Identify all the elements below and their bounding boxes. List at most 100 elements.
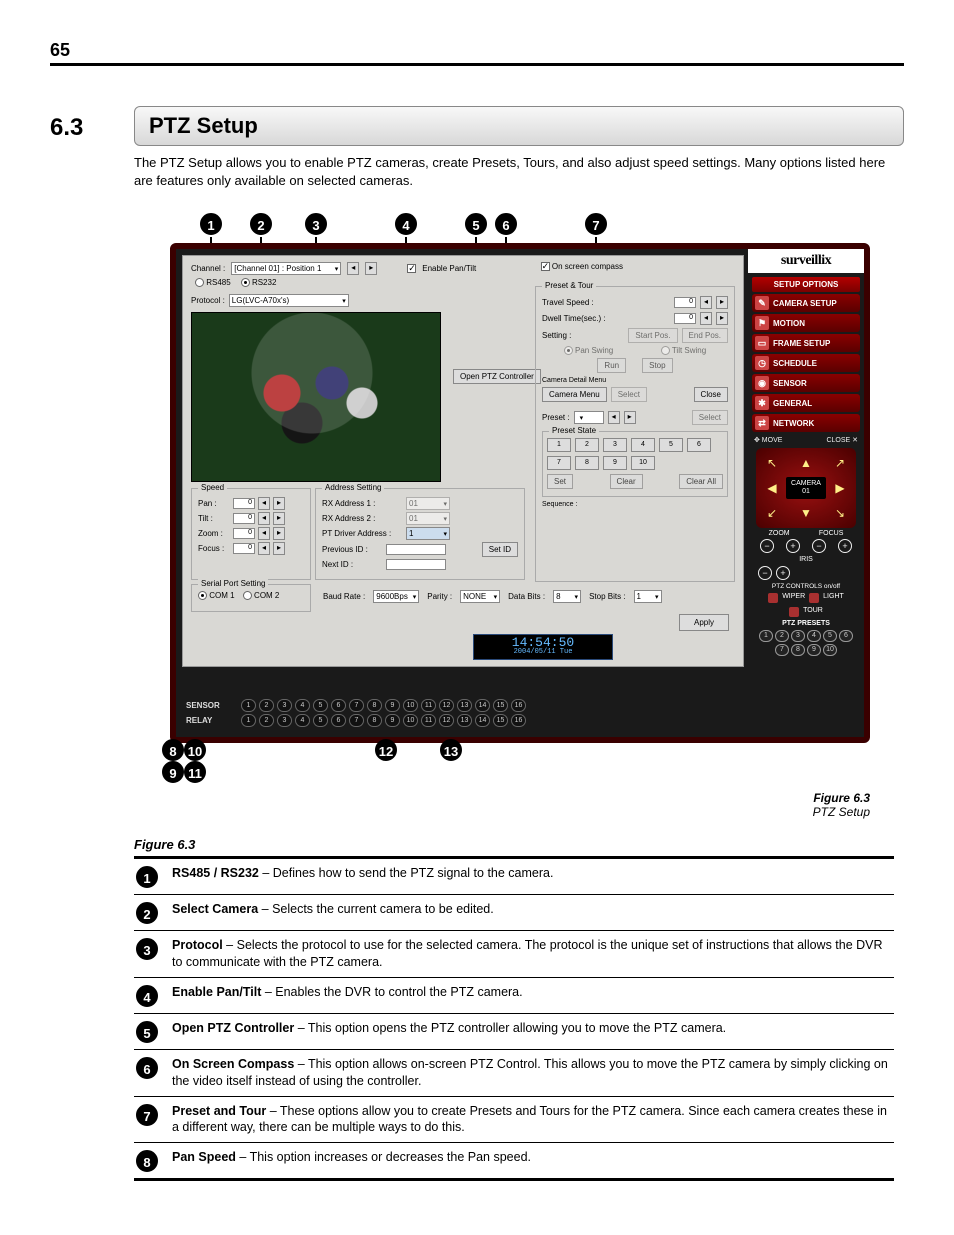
travel-dec[interactable]: ◂ — [700, 296, 712, 309]
sensor-indicator-5[interactable]: 5 — [313, 699, 328, 712]
light-toggle[interactable] — [809, 593, 819, 603]
sensor-indicator-7[interactable]: 7 — [349, 699, 364, 712]
sensor-indicator-8[interactable]: 8 — [367, 699, 382, 712]
zoom-inc[interactable]: ▸ — [273, 527, 285, 540]
setid-button[interactable]: Set ID — [482, 542, 518, 557]
relay-indicator-9[interactable]: 9 — [385, 714, 400, 727]
tiltswing-radio[interactable] — [661, 346, 670, 355]
rs485-radio[interactable] — [195, 278, 204, 287]
preset-state-6[interactable]: 6 — [687, 438, 711, 452]
ptz-w[interactable]: ◀ — [767, 481, 776, 495]
channel-prev[interactable]: ◂ — [347, 262, 359, 275]
relay-indicator-8[interactable]: 8 — [367, 714, 382, 727]
sensor-indicator-10[interactable]: 10 — [403, 699, 418, 712]
preset-state-2[interactable]: 2 — [575, 438, 599, 452]
zoom-out[interactable]: − — [760, 539, 774, 553]
relay-indicator-16[interactable]: 16 — [511, 714, 526, 727]
sensor-indicator-4[interactable]: 4 — [295, 699, 310, 712]
relay-indicator-6[interactable]: 6 — [331, 714, 346, 727]
ptz-s[interactable]: ▼ — [800, 506, 812, 520]
focus-in[interactable]: + — [838, 539, 852, 553]
open-ptz-button[interactable]: Open PTZ Controller — [453, 369, 541, 384]
focus-dec[interactable]: ◂ — [258, 542, 270, 555]
rx1-select[interactable]: 01 — [406, 497, 450, 510]
sensor-indicator-1[interactable]: 1 — [241, 699, 256, 712]
preset-state-10[interactable]: 10 — [631, 456, 655, 470]
relay-indicator-5[interactable]: 5 — [313, 714, 328, 727]
side-preset-7[interactable]: 7 — [775, 644, 789, 656]
ptz-nw[interactable]: ↖ — [767, 456, 777, 470]
relay-indicator-3[interactable]: 3 — [277, 714, 292, 727]
relay-indicator-13[interactable]: 13 — [457, 714, 472, 727]
sensor-indicator-15[interactable]: 15 — [493, 699, 508, 712]
clear-button[interactable]: Clear — [610, 474, 643, 489]
side-preset-10[interactable]: 10 — [823, 644, 837, 656]
preset-select[interactable] — [574, 411, 604, 424]
protocol-select[interactable]: LG(LVC-A70x's) — [229, 294, 349, 307]
com1-radio[interactable] — [198, 591, 207, 600]
stop-button[interactable]: Stop — [642, 358, 672, 373]
tilt-dec[interactable]: ◂ — [258, 512, 270, 525]
zoom-in[interactable]: + — [786, 539, 800, 553]
databits-select[interactable]: 8 — [553, 590, 581, 603]
rs232-radio[interactable] — [241, 278, 250, 287]
pan-dec[interactable]: ◂ — [258, 497, 270, 510]
option-frame-setup[interactable]: ▭FRAME SETUP — [752, 334, 860, 352]
side-preset-8[interactable]: 8 — [791, 644, 805, 656]
close-button[interactable]: Close — [694, 387, 728, 402]
sensor-indicator-2[interactable]: 2 — [259, 699, 274, 712]
travel-inc[interactable]: ▸ — [716, 296, 728, 309]
option-schedule[interactable]: ◷SCHEDULE — [752, 354, 860, 372]
relay-indicator-7[interactable]: 7 — [349, 714, 364, 727]
option-general[interactable]: ✱GENERAL — [752, 394, 860, 412]
tour-toggle[interactable] — [789, 607, 799, 617]
wiper-toggle[interactable] — [768, 593, 778, 603]
side-preset-1[interactable]: 1 — [759, 630, 773, 642]
preset-prev[interactable]: ◂ — [608, 411, 620, 424]
preset-state-9[interactable]: 9 — [603, 456, 627, 470]
sensor-indicator-3[interactable]: 3 — [277, 699, 292, 712]
endpos-button[interactable]: End Pos. — [682, 328, 728, 343]
option-network[interactable]: ⇄NETWORK — [752, 414, 860, 432]
tilt-inc[interactable]: ▸ — [273, 512, 285, 525]
sensor-indicator-13[interactable]: 13 — [457, 699, 472, 712]
run-button[interactable]: Run — [597, 358, 626, 373]
pan-inc[interactable]: ▸ — [273, 497, 285, 510]
select-button[interactable]: Select — [611, 387, 647, 402]
focus-out[interactable]: − — [812, 539, 826, 553]
relay-indicator-4[interactable]: 4 — [295, 714, 310, 727]
dwell-input[interactable]: 0 — [674, 313, 696, 324]
nextid-input[interactable] — [386, 559, 446, 570]
preset-state-8[interactable]: 8 — [575, 456, 599, 470]
panswing-radio[interactable] — [564, 346, 573, 355]
sensor-indicator-12[interactable]: 12 — [439, 699, 454, 712]
clearall-button[interactable]: Clear All — [679, 474, 723, 489]
parity-select[interactable]: NONE — [460, 590, 500, 603]
side-preset-4[interactable]: 4 — [807, 630, 821, 642]
side-preset-9[interactable]: 9 — [807, 644, 821, 656]
tilt-input[interactable]: 0 — [233, 513, 255, 524]
iris-close[interactable]: − — [758, 566, 772, 580]
side-preset-5[interactable]: 5 — [823, 630, 837, 642]
preset-state-7[interactable]: 7 — [547, 456, 571, 470]
pan-input[interactable]: 0 — [233, 498, 255, 509]
close-label[interactable]: CLOSE ✕ — [826, 436, 858, 444]
dwell-inc[interactable]: ▸ — [716, 312, 728, 325]
relay-indicator-1[interactable]: 1 — [241, 714, 256, 727]
sensor-indicator-9[interactable]: 9 — [385, 699, 400, 712]
sensor-indicator-11[interactable]: 11 — [421, 699, 436, 712]
zoom-input[interactable]: 0 — [233, 528, 255, 539]
channel-next[interactable]: ▸ — [365, 262, 377, 275]
preset-state-4[interactable]: 4 — [631, 438, 655, 452]
sensor-indicator-6[interactable]: 6 — [331, 699, 346, 712]
channel-select[interactable]: [Channel 01] : Position 1 — [231, 262, 341, 275]
relay-indicator-15[interactable]: 15 — [493, 714, 508, 727]
preset-state-1[interactable]: 1 — [547, 438, 571, 452]
compass-check[interactable] — [541, 262, 550, 271]
option-sensor[interactable]: ◉SENSOR — [752, 374, 860, 392]
apply-button[interactable]: Apply — [679, 614, 729, 631]
startpos-button[interactable]: Start Pos. — [628, 328, 677, 343]
com2-radio[interactable] — [243, 591, 252, 600]
video-preview[interactable] — [191, 312, 441, 482]
stopbits-select[interactable]: 1 — [634, 590, 662, 603]
